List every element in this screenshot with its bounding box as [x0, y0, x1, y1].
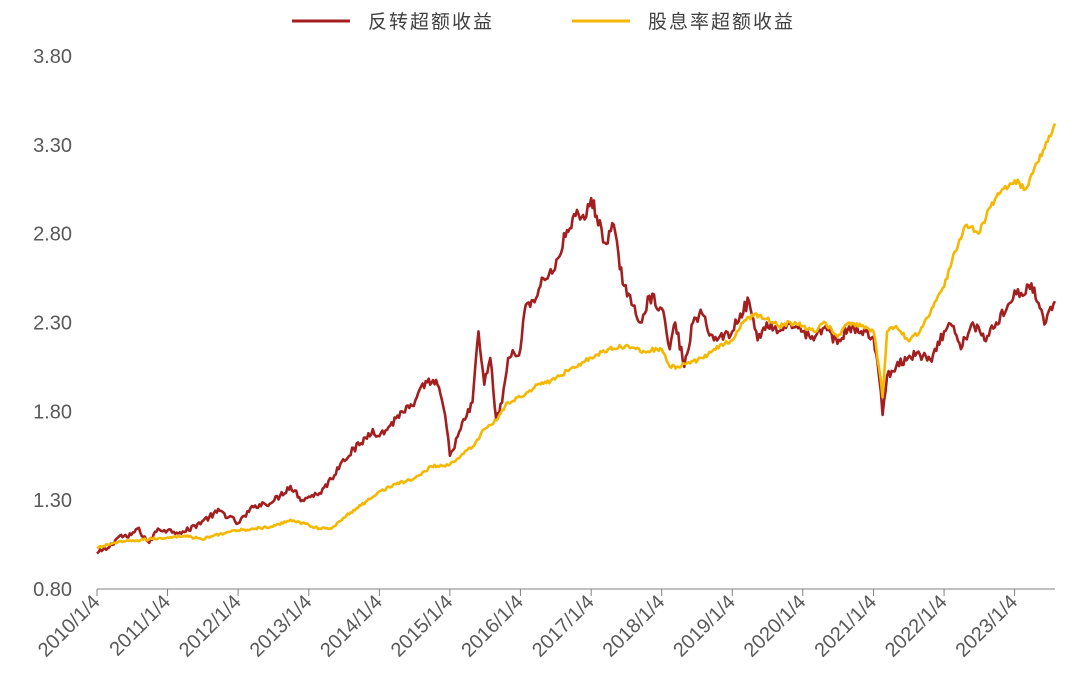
- x-tick-label: 2013/1/4: [246, 591, 317, 662]
- x-tick-label: 2022/1/4: [881, 591, 952, 662]
- x-tick-label: 2018/1/4: [599, 591, 670, 662]
- x-tick-label: 2023/1/4: [952, 591, 1023, 662]
- x-axis: 2010/1/4 2011/1/4 2012/1/4 2013/1/4 2014/1/4…: [34, 588, 1055, 662]
- y-axis: 0.80 1.30 1.80 2.30 2.80 3.30 3.80: [33, 46, 72, 601]
- series-layer: [96, 123, 1057, 555]
- series-line-1: [96, 196, 1057, 555]
- legend: 反转超额收益 股息率超额收益: [292, 11, 795, 33]
- x-tick-label: 2020/1/4: [740, 591, 811, 662]
- y-tick-label: 1.30: [33, 490, 72, 512]
- x-tick-label: 2019/1/4: [669, 591, 740, 662]
- x-tick-label: 2010/1/4: [34, 591, 105, 662]
- x-tick-label: 2015/1/4: [387, 591, 458, 662]
- x-tick-label: 2014/1/4: [316, 591, 387, 662]
- x-tick-label: 2017/1/4: [528, 591, 599, 662]
- y-tick-label: 1.80: [33, 401, 72, 423]
- y-tick-label: 3.30: [33, 135, 72, 157]
- y-tick-label: 2.30: [33, 313, 72, 335]
- x-tick-label: 2016/1/4: [457, 591, 528, 662]
- legend-label-2: 股息率超额收益: [648, 11, 795, 33]
- x-tick-label: 2011/1/4: [106, 591, 176, 661]
- y-tick-label: 2.80: [33, 224, 72, 246]
- y-tick-label: 3.80: [33, 46, 72, 68]
- y-tick-label: 0.80: [33, 579, 72, 601]
- x-tick-label: 2021/1/4: [810, 591, 881, 662]
- x-tick-label: 2012/1/4: [175, 591, 246, 662]
- series-line-2: [96, 123, 1057, 550]
- legend-label-1: 反转超额收益: [368, 11, 494, 33]
